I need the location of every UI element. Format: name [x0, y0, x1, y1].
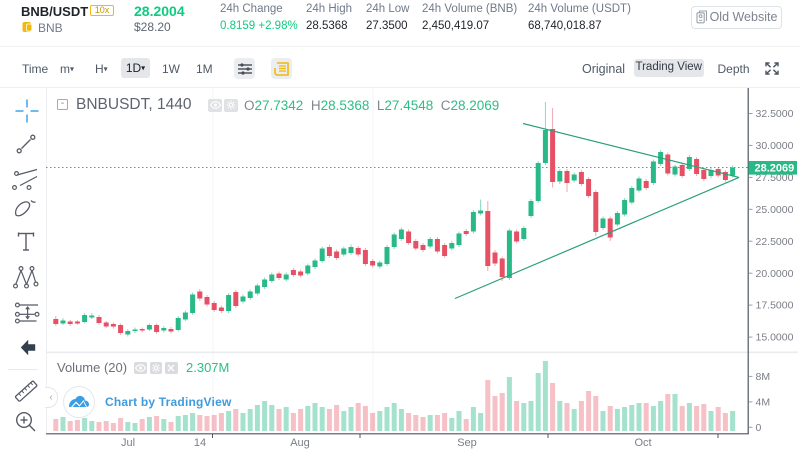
svg-text:4M: 4M — [756, 397, 771, 409]
svg-text:27.5000: 27.5000 — [756, 172, 794, 184]
svg-text:Aug: Aug — [290, 437, 310, 449]
svg-text:25.0000: 25.0000 — [756, 204, 794, 216]
svg-text:20.0000: 20.0000 — [756, 268, 794, 280]
svg-text:Oct: Oct — [634, 437, 651, 449]
svg-text:28.2069: 28.2069 — [755, 163, 795, 175]
svg-text:Sep: Sep — [457, 437, 477, 449]
svg-text:Jul: Jul — [121, 437, 135, 449]
svg-text:22.5000: 22.5000 — [756, 236, 794, 248]
svg-text:8M: 8M — [756, 371, 771, 383]
svg-text:30.0000: 30.0000 — [756, 140, 794, 152]
svg-text:32.5000: 32.5000 — [756, 108, 794, 120]
svg-text:0: 0 — [756, 422, 762, 434]
svg-text:17.5000: 17.5000 — [756, 300, 794, 312]
svg-text:15.0000: 15.0000 — [756, 332, 794, 344]
svg-text:14: 14 — [194, 437, 206, 449]
